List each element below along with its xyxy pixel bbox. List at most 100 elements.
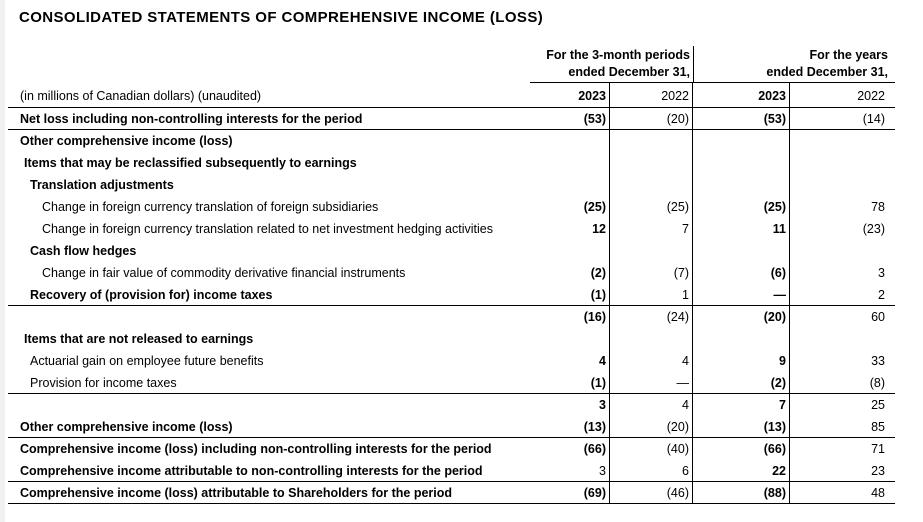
cell-value: (1) bbox=[530, 372, 610, 393]
cell-value: (13) bbox=[530, 416, 610, 437]
row-label: Comprehensive income attributable to non… bbox=[20, 463, 483, 478]
cell-value: (88) bbox=[693, 482, 790, 503]
table-row: Other comprehensive income (loss) bbox=[8, 130, 895, 152]
group-header-line: For the years bbox=[809, 48, 888, 62]
cell-value: 78 bbox=[871, 200, 885, 214]
cell-value bbox=[530, 130, 610, 152]
row-label: Cash flow hedges bbox=[30, 244, 137, 258]
cell-value: 6 bbox=[610, 460, 693, 481]
cell-value: (20) bbox=[610, 108, 693, 129]
cell-value: 23 bbox=[871, 463, 885, 478]
cell-value: 12 bbox=[530, 218, 610, 240]
table-row: Actuarial gain on employee future benefi… bbox=[8, 350, 895, 372]
column-group-headers: For the 3-month periods ended December 3… bbox=[8, 46, 895, 83]
row-label: Other comprehensive income (loss) bbox=[20, 134, 233, 148]
table-row: Provision for income taxes (1) — (2) (8) bbox=[8, 372, 895, 394]
cell-value bbox=[530, 174, 610, 196]
cell-value: (46) bbox=[610, 482, 693, 503]
row-label: Actuarial gain on employee future benefi… bbox=[30, 354, 264, 368]
table-row: Comprehensive income (loss) attributable… bbox=[8, 482, 895, 504]
row-label: Change in foreign currency translation r… bbox=[42, 222, 493, 236]
cell-value: (53) bbox=[693, 108, 790, 129]
cell-value: (40) bbox=[610, 438, 693, 460]
page-title: CONSOLIDATED STATEMENTS OF COMPREHENSIVE… bbox=[19, 9, 544, 26]
row-label: Comprehensive income (loss) including no… bbox=[20, 442, 492, 456]
cell-value: 22 bbox=[693, 460, 790, 481]
cell-value: (2) bbox=[530, 262, 610, 284]
cell-value: 4 bbox=[610, 394, 693, 416]
cell-value bbox=[693, 174, 790, 196]
cell-value: (16) bbox=[530, 306, 610, 328]
table-row: Items that are not released to earnings bbox=[8, 328, 895, 350]
cell-value bbox=[610, 174, 693, 196]
cell-value: (13) bbox=[693, 416, 790, 437]
row-label: Change in foreign currency translation o… bbox=[42, 200, 379, 214]
cell-value: (25) bbox=[693, 196, 790, 218]
header-spacer bbox=[8, 46, 530, 83]
group-header-line: For the 3-month periods bbox=[546, 48, 690, 62]
cell-value bbox=[610, 240, 693, 262]
year-column-header: 2022 bbox=[857, 89, 885, 103]
cell-value bbox=[530, 240, 610, 262]
window-edge-strip bbox=[0, 0, 5, 522]
table-row: Cash flow hedges bbox=[8, 240, 895, 262]
cell-value: (8) bbox=[869, 375, 885, 390]
table-row: Other comprehensive income (loss) (13) (20… bbox=[8, 416, 895, 438]
table-row: Translation adjustments bbox=[8, 174, 895, 196]
cell-value: (53) bbox=[530, 108, 610, 129]
cell-value: 60 bbox=[871, 310, 885, 324]
cell-value: 2 bbox=[878, 287, 885, 302]
row-label: Comprehensive income (loss) attributable… bbox=[20, 485, 453, 500]
cell-value: (69) bbox=[530, 482, 610, 503]
cell-value: 4 bbox=[530, 350, 610, 372]
cell-value: (23) bbox=[862, 222, 885, 236]
cell-value: 9 bbox=[693, 350, 790, 372]
cell-value: (6) bbox=[693, 262, 790, 284]
row-label bbox=[8, 394, 530, 416]
cell-value: 7 bbox=[610, 218, 693, 240]
row-label: Net loss including non-controlling inter… bbox=[20, 111, 363, 126]
cell-value: 1 bbox=[610, 284, 693, 305]
unit-note: (in millions of Canadian dollars) (unaud… bbox=[20, 89, 262, 103]
statement-content: CONSOLIDATED STATEMENTS OF COMPREHENSIVE… bbox=[8, 0, 895, 504]
cell-value: (25) bbox=[610, 196, 693, 218]
cell-value: (7) bbox=[610, 262, 693, 284]
cell-value bbox=[790, 174, 895, 196]
row-label: Translation adjustments bbox=[30, 178, 174, 192]
table-row: (16) (24) (20) 60 bbox=[8, 306, 895, 328]
cell-value: (1) bbox=[530, 284, 610, 305]
cell-value: (24) bbox=[610, 306, 693, 328]
table-row: Comprehensive income attributable to non… bbox=[8, 460, 895, 482]
cell-value bbox=[790, 130, 895, 152]
row-label: Change in fair value of commodity deriva… bbox=[42, 266, 406, 280]
column-group-3-month: For the 3-month periods ended December 3… bbox=[530, 46, 693, 83]
cell-value: 85 bbox=[871, 419, 885, 434]
row-label: Items that are not released to earnings bbox=[24, 332, 254, 346]
table-body: Net loss including non-controlling inter… bbox=[8, 108, 895, 504]
cell-value: 33 bbox=[871, 354, 885, 368]
cell-value: (66) bbox=[693, 438, 790, 460]
table-row: Change in foreign currency translation r… bbox=[8, 218, 895, 240]
table-row: 3 4 7 25 bbox=[8, 394, 895, 416]
row-label: Recovery of (provision for) income taxes bbox=[30, 287, 273, 302]
cell-value: 7 bbox=[693, 394, 790, 416]
cell-value: 48 bbox=[871, 485, 885, 500]
cell-value: — bbox=[610, 372, 693, 393]
cell-value: 3 bbox=[878, 266, 885, 280]
cell-value: 3 bbox=[530, 460, 610, 481]
table-row: Comprehensive income (loss) including no… bbox=[8, 438, 895, 460]
cell-value bbox=[790, 152, 895, 174]
row-label: Provision for income taxes bbox=[30, 375, 177, 390]
cell-value: — bbox=[693, 284, 790, 305]
cell-value bbox=[790, 328, 895, 350]
year-column-header: 2023 bbox=[530, 83, 610, 107]
table-row: Net loss including non-controlling inter… bbox=[8, 108, 895, 130]
cell-value bbox=[693, 152, 790, 174]
table-row: Recovery of (provision for) income taxes… bbox=[8, 284, 895, 306]
group-header-line: ended December 31, bbox=[766, 65, 888, 79]
cell-value: (14) bbox=[862, 111, 885, 126]
table-row: Change in fair value of commodity deriva… bbox=[8, 262, 895, 284]
cell-value: 3 bbox=[530, 394, 610, 416]
group-header-line: ended December 31, bbox=[568, 65, 690, 79]
